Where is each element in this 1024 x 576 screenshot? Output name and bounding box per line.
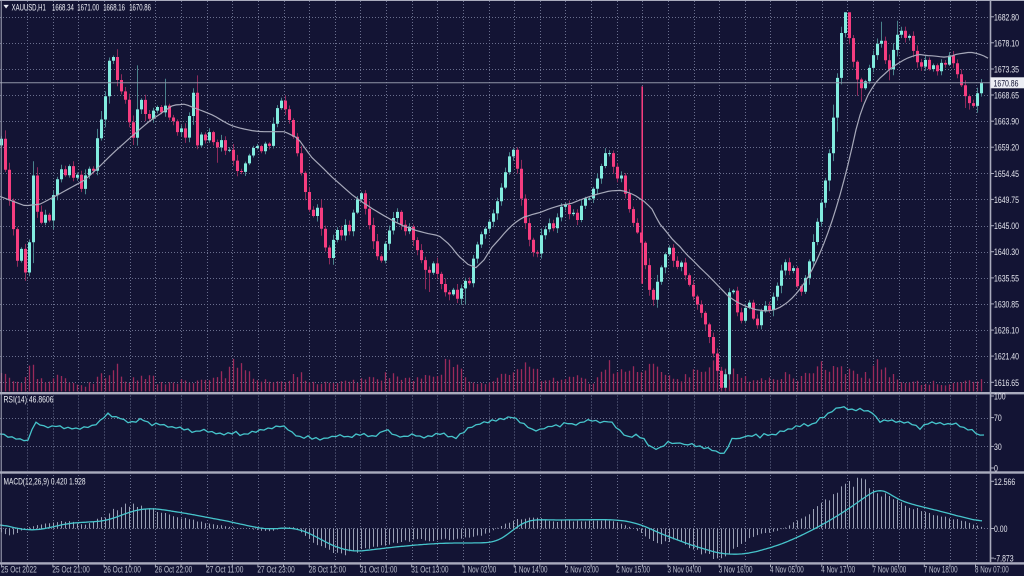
svg-text:25 Oct 21:00: 25 Oct 21:00 — [52, 564, 89, 575]
svg-text:28 Oct 12:00: 28 Oct 12:00 — [309, 564, 346, 575]
svg-text:27 Oct 23:00: 27 Oct 23:00 — [257, 564, 294, 575]
svg-text:MACD(12,26,9) 0.420 1.928: MACD(12,26,9) 0.420 1.928 — [4, 477, 86, 488]
svg-text:31 Oct 13:00: 31 Oct 13:00 — [411, 564, 448, 575]
svg-text:1654.45: 1654.45 — [994, 169, 1019, 180]
svg-text:1626.10: 1626.10 — [994, 326, 1019, 337]
svg-text:4 Nov 05:00: 4 Nov 05:00 — [770, 564, 804, 575]
svg-text:1668.34: 1668.34 — [52, 3, 74, 14]
svg-text:30: 30 — [994, 442, 1002, 453]
svg-text:12.566: 12.566 — [994, 477, 1015, 488]
svg-text:1645.00: 1645.00 — [994, 221, 1019, 232]
svg-text:25 Oct 2022: 25 Oct 2022 — [1, 564, 37, 575]
svg-text:-7.873: -7.873 — [994, 554, 1014, 565]
svg-text:1659.20: 1659.20 — [994, 143, 1019, 154]
svg-text:0.00: 0.00 — [994, 524, 1007, 535]
svg-text:1640.30: 1640.30 — [994, 247, 1019, 258]
svg-text:1663.90: 1663.90 — [994, 117, 1019, 128]
svg-text:1668.65: 1668.65 — [994, 91, 1019, 102]
svg-text:1673.35: 1673.35 — [994, 65, 1019, 76]
svg-text:1649.75: 1649.75 — [994, 195, 1019, 206]
svg-text:4 Nov 17:00: 4 Nov 17:00 — [821, 564, 855, 575]
svg-text:1678.10: 1678.10 — [994, 38, 1019, 49]
svg-text:1630.85: 1630.85 — [994, 299, 1019, 310]
svg-text:3 Nov 04:00: 3 Nov 04:00 — [668, 564, 702, 575]
svg-text:2 Nov 15:00: 2 Nov 15:00 — [616, 564, 650, 575]
svg-text:1 Nov 14:00: 1 Nov 14:00 — [514, 564, 548, 575]
svg-text:1621.40: 1621.40 — [994, 352, 1019, 363]
svg-text:70: 70 — [994, 413, 1002, 424]
svg-text:2 Nov 03:00: 2 Nov 03:00 — [565, 564, 599, 575]
svg-text:1671.00: 1671.00 — [77, 3, 99, 14]
svg-text:1682.80: 1682.80 — [994, 12, 1019, 23]
svg-text:1 Nov 02:00: 1 Nov 02:00 — [462, 564, 496, 575]
svg-text:31 Oct 01:00: 31 Oct 01:00 — [360, 564, 397, 575]
svg-text:1635.55: 1635.55 — [994, 273, 1019, 284]
svg-text:1670.86: 1670.86 — [129, 3, 151, 14]
svg-text:8 Nov 07:00: 8 Nov 07:00 — [975, 564, 1009, 575]
svg-text:100: 100 — [994, 392, 1006, 403]
svg-text:RSI(14) 46.8606: RSI(14) 46.8606 — [4, 395, 54, 406]
svg-text:XAUUSD,H1: XAUUSD,H1 — [12, 3, 46, 14]
svg-text:1616.65: 1616.65 — [994, 378, 1019, 389]
svg-text:1668.16: 1668.16 — [103, 3, 125, 14]
svg-text:26 Oct 10:00: 26 Oct 10:00 — [104, 564, 141, 575]
svg-text:7 Nov 06:00: 7 Nov 06:00 — [873, 564, 907, 575]
svg-text:7 Nov 18:00: 7 Nov 18:00 — [924, 564, 958, 575]
svg-text:3 Nov 16:00: 3 Nov 16:00 — [719, 564, 753, 575]
svg-text:1670.86: 1670.86 — [994, 78, 1019, 89]
svg-text:0: 0 — [994, 464, 998, 475]
svg-text:26 Oct 22:00: 26 Oct 22:00 — [155, 564, 192, 575]
svg-text:27 Oct 11:00: 27 Oct 11:00 — [206, 564, 243, 575]
